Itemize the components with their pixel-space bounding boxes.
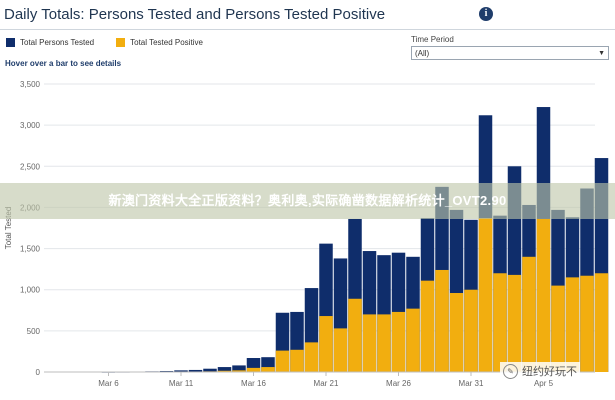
watermark-band [0, 183, 615, 219]
chevron-down-icon: ▼ [598, 49, 605, 57]
bar-tested-positive[interactable] [391, 311, 406, 372]
bar-total-tested[interactable] [217, 367, 232, 372]
bar-total-tested[interactable] [174, 370, 188, 372]
bar-total-tested[interactable] [232, 365, 246, 372]
bar-tested-positive[interactable] [290, 349, 304, 372]
time-period-value: (All) [415, 48, 430, 58]
bar-tested-positive[interactable] [420, 280, 435, 372]
legend-swatch-positive [116, 38, 126, 47]
bar-tested-positive[interactable] [536, 218, 551, 372]
time-period-select[interactable]: (All) ▼ [411, 46, 609, 60]
x-tick-label: Apr 5 [534, 379, 554, 388]
info-icon[interactable]: i [479, 7, 493, 21]
bar-tested-positive[interactable] [507, 274, 522, 372]
y-tick-label: 3,500 [20, 80, 41, 89]
bar-tested-positive[interactable] [261, 367, 275, 372]
bar-tested-positive[interactable] [333, 328, 348, 372]
time-period-label: Time Period [411, 35, 454, 44]
bar-tested-positive[interactable] [594, 273, 609, 372]
chart-title: Daily Totals: Persons Tested and Persons… [4, 6, 386, 23]
legend-label-positive: Total Tested Positive [130, 38, 203, 47]
bar-tested-positive[interactable] [493, 273, 507, 372]
x-tick-label: Mar 26 [386, 379, 411, 388]
x-tick-label: Mar 16 [241, 379, 266, 388]
bar-tested-positive[interactable] [377, 314, 391, 372]
y-axis-label: Total Tested [4, 207, 13, 250]
x-tick-label: Mar 31 [459, 379, 484, 388]
bar-tested-positive[interactable] [275, 350, 290, 372]
y-tick-label: 1,000 [20, 286, 41, 295]
x-tick-label: Mar 11 [169, 379, 194, 388]
x-tick-label: Mar 6 [98, 379, 119, 388]
bar-tested-positive[interactable] [565, 277, 580, 372]
legend: Total Persons Tested Total Tested Positi… [6, 38, 203, 47]
y-tick-label: 3,000 [20, 121, 41, 130]
legend-item-tested[interactable]: Total Persons Tested [6, 38, 94, 47]
bar-tested-positive[interactable] [362, 314, 377, 372]
y-tick-label: 1,500 [20, 245, 41, 254]
wechat-badge: ✎ 纽约好玩不 [500, 362, 580, 380]
bar-tested-positive[interactable] [232, 370, 246, 372]
watermark-text: 新澳门资料大全正版资料？奥利奥,实际确凿数据解析统计_OVT2.90 [108, 193, 507, 208]
bar-tested-positive[interactable] [551, 285, 565, 372]
bar-tested-positive[interactable] [406, 308, 420, 372]
y-tick-label: 0 [36, 368, 41, 377]
bar-tested-positive[interactable] [464, 289, 478, 372]
bar-tested-positive[interactable] [522, 256, 536, 372]
bar-tested-positive[interactable] [246, 367, 261, 372]
legend-label-tested: Total Persons Tested [20, 38, 95, 47]
hover-hint: Hover over a bar to see details [5, 59, 122, 68]
y-tick-label: 500 [27, 327, 41, 336]
bar-tested-positive[interactable] [435, 269, 449, 372]
bar-tested-positive[interactable] [478, 218, 493, 372]
bar-tested-positive[interactable] [304, 342, 319, 372]
y-tick-label: 2,500 [20, 162, 41, 171]
bar-total-tested[interactable] [188, 369, 203, 372]
bar-tested-positive[interactable] [580, 275, 594, 372]
badge-label: 纽约好玩不 [522, 366, 577, 378]
time-period-filter: Time Period (All) ▼ [411, 35, 611, 60]
bar-tested-positive[interactable] [348, 298, 362, 372]
bar-tested-positive[interactable] [217, 370, 232, 372]
legend-item-positive[interactable]: Total Tested Positive [116, 38, 203, 47]
chat-bubble-icon: ✎ [503, 363, 518, 379]
header-divider [0, 29, 615, 30]
bar-total-tested[interactable] [203, 368, 217, 372]
bar-tested-positive[interactable] [449, 293, 464, 372]
legend-swatch-tested [6, 38, 15, 47]
x-tick-label: Mar 21 [314, 379, 339, 388]
bar-tested-positive[interactable] [319, 316, 333, 372]
